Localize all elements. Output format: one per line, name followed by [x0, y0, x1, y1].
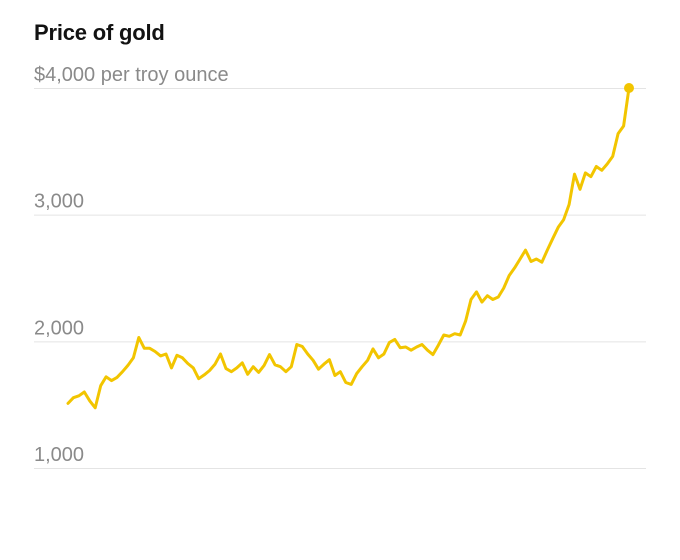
y-axis-labels: $4,000 per troy ounce 3,000 2,000 1,000 — [34, 64, 229, 466]
y-tick-label-3000: 3,000 — [34, 191, 84, 213]
gold-price-line — [66, 86, 631, 410]
series-layer — [66, 83, 634, 410]
gridlines — [34, 88, 646, 469]
y-tick-label-2000: 2,000 — [34, 317, 84, 339]
y-tick-label-4000: $4,000 per troy ounce — [34, 64, 229, 86]
latest-price-point — [624, 83, 634, 93]
y-tick-label-1000: 1,000 — [34, 444, 84, 466]
chart-title: Price of gold — [34, 20, 165, 45]
